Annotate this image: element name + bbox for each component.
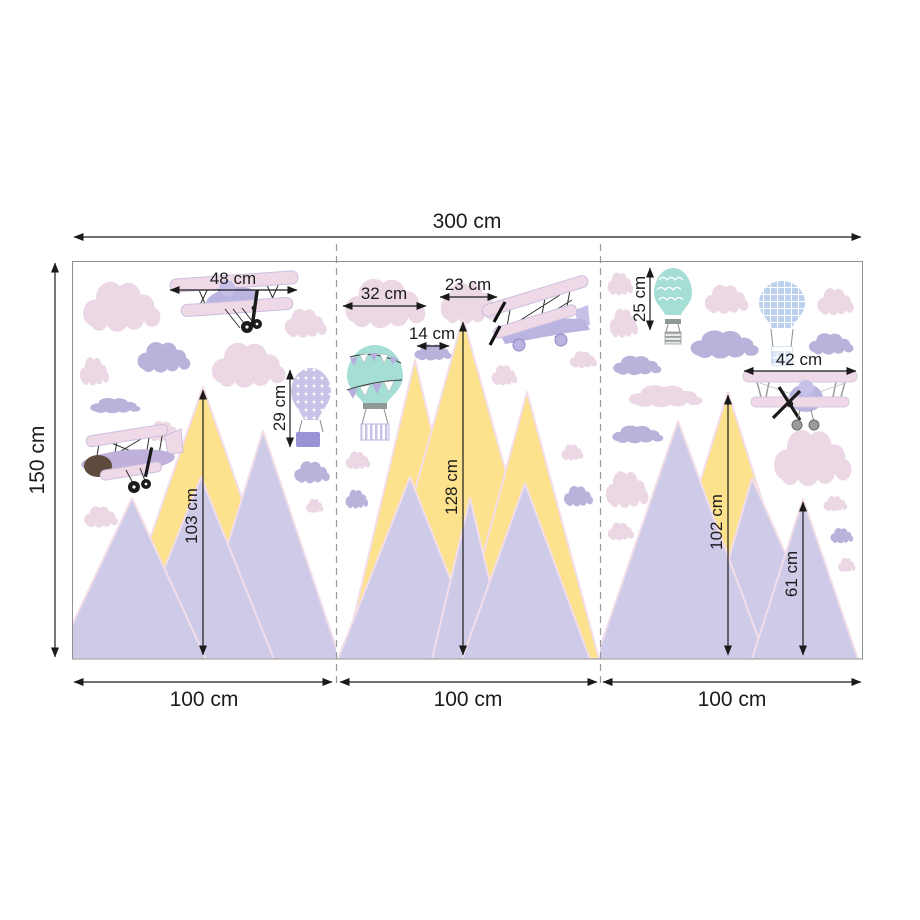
cloud-icon [294,461,330,484]
cloud-icon [704,284,749,314]
cloud-icon [830,528,854,544]
mountain-icon [461,482,591,659]
cloud-icon [79,357,110,386]
decal-panel-1 [72,270,336,659]
cloud-icon [211,342,286,388]
cloud-icon [817,288,854,316]
cloud-icon [491,365,518,386]
balloon-25-label: 25 cm [630,276,649,322]
cloud-icon [774,430,852,487]
mountain-102-label: 102 cm [707,494,726,550]
cloud-icon [563,486,594,507]
cloud-icon [414,344,452,361]
cloud-icon [345,489,369,509]
mountain-group-2 [337,317,600,659]
cloud-icon [561,444,584,461]
balloon-29-label: 29 cm [270,385,289,431]
cloud-icon [569,351,598,369]
cloud-icon [137,342,191,373]
panel-3-width-label: 100 cm [698,688,767,711]
hot-air-balloon-icon [759,281,805,366]
hot-air-balloon-icon [346,345,403,441]
total-height-label: 150 cm [26,426,49,495]
mountain-61-label: 61 cm [782,551,801,597]
cloud-32-label: 32 cm [361,284,407,303]
sticker-border [72,261,863,660]
panel-1-width-label: 100 cm [170,688,239,711]
biplane-icon [481,275,590,352]
biplane-icon [81,423,184,493]
cloud-icon [838,557,856,573]
total-width-label: 300 cm [433,210,502,233]
cloud-icon [345,451,371,470]
cloud-icon [628,385,703,408]
cloud-icon [84,506,118,528]
mountain-128-label: 128 cm [442,459,461,515]
cloud-icon [612,425,664,444]
cloud-icon [690,330,759,359]
plane-42-label: 42 cm [776,350,822,369]
plane-48-label: 48 cm [210,269,256,288]
cloud-icon [306,498,324,514]
mountain-icon [72,497,207,659]
cloud-icon [90,398,141,414]
cloud-icon [284,308,327,338]
cloud-23-label: 23 cm [445,275,491,294]
cloud-icon [607,522,635,541]
panel-2-width-label: 100 cm [434,688,503,711]
decal-panel-2 [337,275,600,659]
cloud-icon [83,281,161,332]
mountain-103-label: 103 cm [182,488,201,544]
biplane-icon [742,370,858,431]
cloud-icon [823,496,848,512]
cloud-14-label: 14 cm [409,324,455,343]
hot-air-balloon-icon [654,268,692,345]
cloud-icon [605,471,649,508]
decal-panel-3 [600,268,859,659]
hot-air-balloon-icon [291,368,331,447]
cloud-icon [613,355,662,376]
